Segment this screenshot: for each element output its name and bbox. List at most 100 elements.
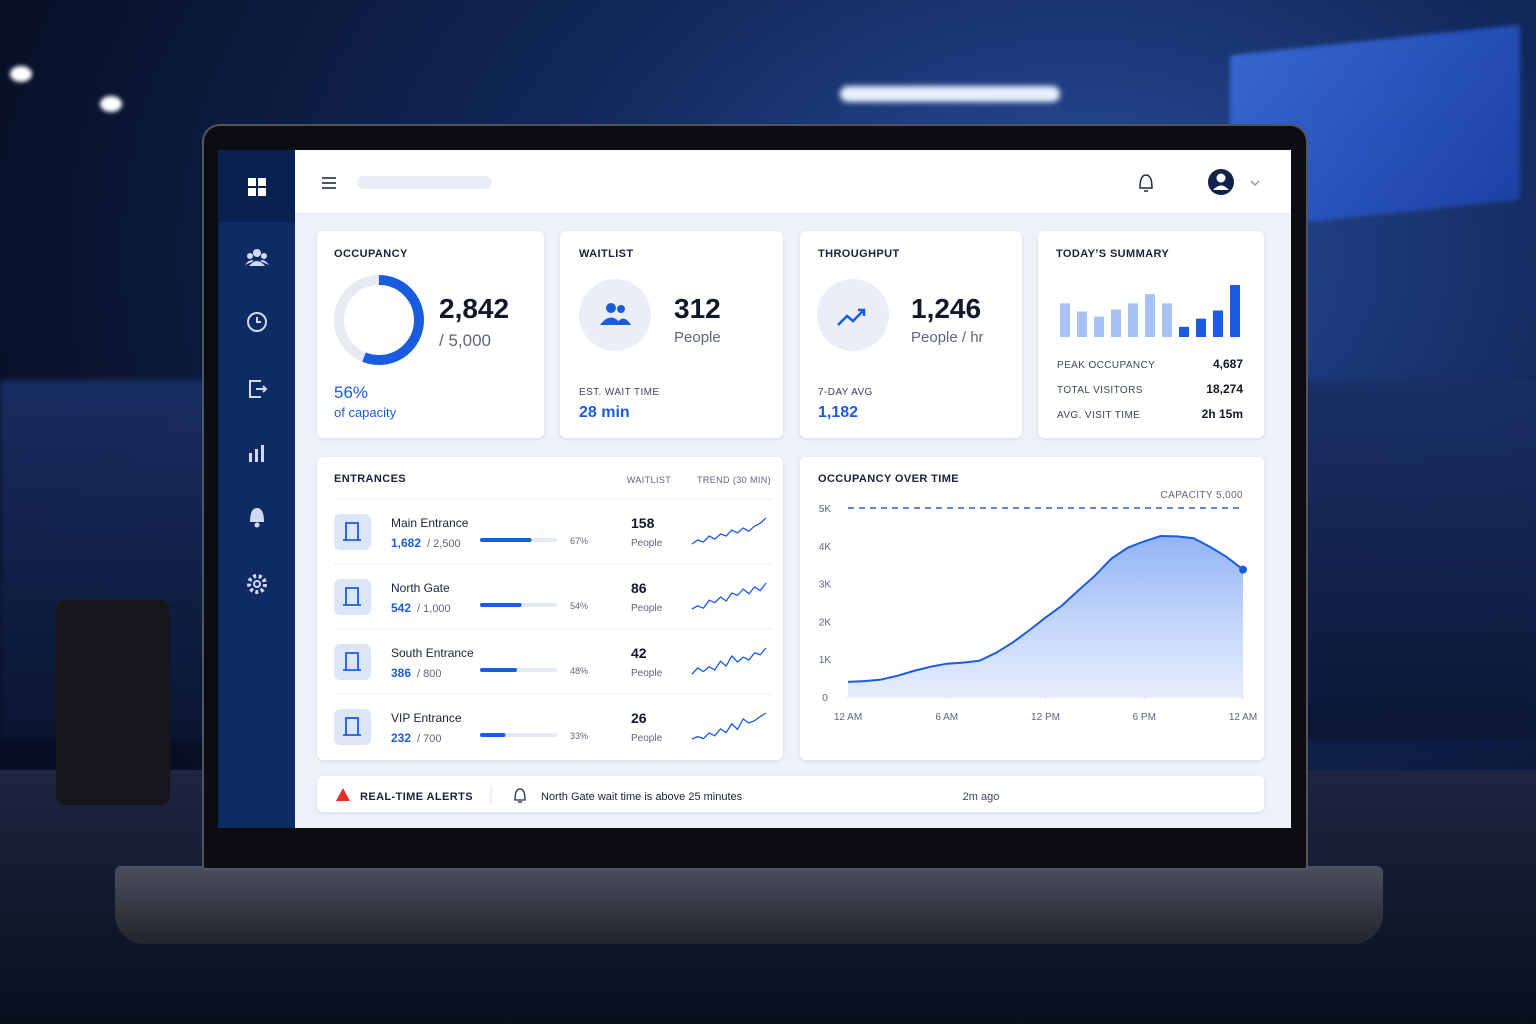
summary-label: AVG. VISIT TIME	[1057, 410, 1140, 421]
x-tick-label: 12 AM	[1229, 712, 1257, 723]
y-tick-label: 0	[822, 693, 828, 704]
warning-icon	[336, 788, 350, 801]
x-tick-label: 6 PM	[1133, 712, 1156, 723]
summary-label: PEAK OCCUPANCY	[1057, 360, 1155, 371]
percent-label: 56%	[334, 383, 368, 402]
card-title: THROUGHPUT	[818, 248, 900, 260]
bell-icon	[514, 788, 526, 803]
x-tick-label: 12 PM	[1031, 712, 1060, 723]
progress-fill	[480, 668, 517, 672]
sparkline	[691, 517, 767, 545]
y-tick-label: 4K	[819, 542, 832, 553]
entrance-icon-bg	[334, 514, 371, 550]
clock-icon[interactable]	[247, 312, 267, 332]
waitlist-value: 26	[631, 710, 647, 726]
card-title: TODAY’S SUMMARY	[1056, 248, 1169, 260]
summary-bar	[1077, 311, 1087, 337]
sparkline	[691, 647, 767, 675]
waitlist-unit: People	[631, 538, 663, 549]
summary-label: TOTAL VISITORS	[1057, 385, 1143, 396]
dashboard-icon[interactable]	[248, 178, 266, 196]
summary-bar	[1179, 326, 1189, 337]
sparkline	[691, 712, 767, 740]
alerts-title: REAL-TIME ALERTS	[360, 791, 473, 803]
summary-bar	[1213, 310, 1223, 337]
entrance-capacity: / 700	[417, 733, 441, 745]
entrances-card	[317, 457, 783, 760]
search-placeholder[interactable]	[357, 176, 492, 189]
progress-fill	[480, 538, 532, 542]
avatar[interactable]	[1208, 169, 1234, 195]
radio	[56, 600, 170, 805]
trend-icon	[837, 308, 866, 326]
entrance-count: 386	[391, 666, 411, 680]
column-header: TREND (30 MIN)	[697, 475, 771, 485]
alert-time: 2m ago	[963, 791, 1000, 803]
kpi-capacity: / 5,000	[439, 331, 491, 350]
notification-icon[interactable]	[1139, 174, 1153, 192]
entrance-name: Main Entrance	[391, 516, 469, 530]
y-tick-label: 3K	[819, 580, 832, 591]
progress-label: 54%	[570, 601, 588, 611]
alerts-icon[interactable]	[250, 508, 264, 528]
entrance-capacity: / 2,500	[427, 538, 461, 550]
progress-label: 33%	[570, 731, 588, 741]
summary-value: 18,274	[1206, 382, 1243, 396]
summary-bar	[1230, 285, 1240, 337]
waitlist-unit: People	[631, 733, 663, 744]
sub-label: EST. WAIT TIME	[579, 387, 659, 398]
alerts-bar	[317, 776, 1264, 812]
sidebar-icons	[245, 178, 269, 594]
chevron[interactable]	[1250, 180, 1260, 186]
people-icon	[600, 303, 631, 325]
settings-hub	[253, 580, 261, 588]
light	[10, 66, 32, 82]
sub-value: 1,182	[818, 404, 858, 421]
card-title: OCCUPANCY	[334, 248, 408, 260]
icon-bg	[579, 279, 651, 351]
summary-bar	[1111, 309, 1121, 337]
exit-icon[interactable]	[249, 380, 268, 398]
waitlist-unit: People	[631, 603, 663, 614]
laptop-base	[115, 866, 1383, 944]
end-point	[1239, 565, 1247, 574]
progress-label: 67%	[570, 536, 588, 546]
kpi-value: 1,246	[911, 293, 981, 324]
y-tick-label: 2K	[819, 617, 832, 628]
entrance-count: 542	[391, 601, 411, 615]
entrance-capacity: / 800	[417, 668, 441, 680]
waitlist-value: 158	[631, 515, 655, 531]
sub-value: 28 min	[579, 404, 630, 421]
waitlist-value: 42	[631, 645, 647, 661]
entrance-icon-bg	[334, 709, 371, 745]
sparkline	[691, 582, 767, 610]
entrance-name: North Gate	[391, 581, 450, 595]
summary-bar	[1145, 294, 1155, 337]
alert-message: North Gate wait time is above 25 minutes	[541, 791, 743, 803]
people-icon[interactable]	[245, 249, 269, 266]
door-icon	[343, 717, 361, 736]
reports-icon[interactable]	[249, 445, 264, 462]
card-title: WAITLIST	[579, 248, 634, 260]
entrance-count: 232	[391, 731, 411, 745]
progress-label: 48%	[570, 666, 588, 676]
summary-value: 4,687	[1213, 357, 1243, 371]
sub-label: 7-DAY AVG	[818, 387, 873, 398]
card-title: OCCUPANCY OVER TIME	[818, 473, 959, 485]
entrance-count: 1,682	[391, 536, 421, 550]
x-tick-label: 12 AM	[834, 712, 862, 723]
progress-fill	[480, 733, 506, 737]
sidebar-active[interactable]	[218, 150, 295, 222]
occupancy-card	[317, 231, 544, 438]
light	[100, 96, 122, 112]
y-tick-label: 5K	[819, 504, 832, 515]
entrance-capacity: / 1,000	[417, 603, 451, 615]
door-icon	[343, 587, 361, 606]
area-fill	[848, 536, 1243, 697]
door-icon	[343, 652, 361, 671]
menu-icon[interactable]	[322, 177, 336, 189]
settings-icon[interactable]	[247, 574, 267, 594]
percent-caption: of capacity	[334, 405, 397, 420]
